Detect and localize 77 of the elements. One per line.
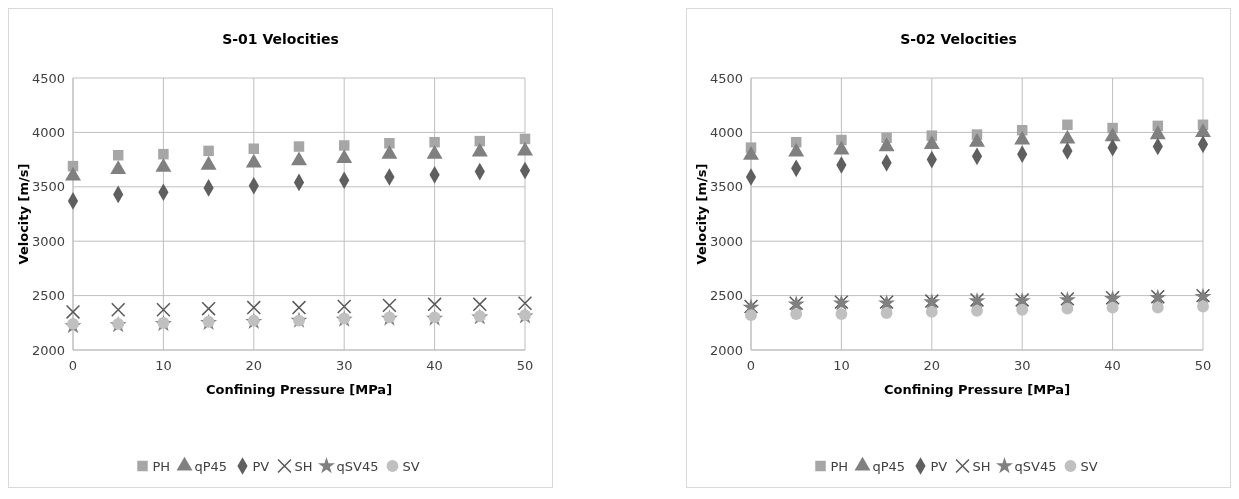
point <box>156 302 171 317</box>
legend-label: qSV45 <box>336 458 379 474</box>
point <box>836 134 847 146</box>
y-tick-label: 3000 <box>709 233 743 249</box>
point <box>293 141 305 152</box>
point <box>1062 119 1073 131</box>
point <box>336 149 353 164</box>
x-axis-title: Confining Pressure [MPa] <box>205 382 393 397</box>
x-tick-label: 30 <box>335 358 353 373</box>
legend-label: SH <box>972 458 991 474</box>
point <box>201 301 216 316</box>
point <box>111 302 126 317</box>
x-tick-label: 20 <box>923 358 941 373</box>
x-tick-label: 10 <box>155 358 172 373</box>
point <box>65 304 81 320</box>
legend-label: qP45 <box>872 458 906 474</box>
legend-label: PH <box>152 458 171 474</box>
point <box>429 136 440 148</box>
point <box>158 148 169 160</box>
x-tick-label: 30 <box>1013 358 1031 373</box>
y-tick-label: 4500 <box>709 70 743 86</box>
y-tick-label: 4500 <box>31 70 65 86</box>
legend-label: qP45 <box>194 458 228 474</box>
y-tick-label: 2000 <box>709 342 743 358</box>
y-axis-title: Velocity [m/s] <box>694 163 709 265</box>
x-axis-title: Confining Pressure [MPa] <box>883 382 1071 397</box>
point <box>517 296 533 311</box>
point <box>1149 125 1166 140</box>
x-tick-label: 10 <box>833 358 850 373</box>
point <box>248 143 260 154</box>
point <box>971 304 983 317</box>
y-tick-label: 2500 <box>31 288 65 304</box>
y-tick-label: 4000 <box>709 124 743 140</box>
y-tick-label: 4000 <box>31 124 65 140</box>
chart-title: S-01 Velocities <box>222 31 339 47</box>
point <box>384 138 395 149</box>
point <box>878 137 895 152</box>
x-tick-label: 40 <box>1104 358 1121 373</box>
legend-label: PV <box>930 458 948 474</box>
y-tick-label: 3000 <box>31 233 65 249</box>
legend-label: SH <box>294 458 313 474</box>
x-tick-label: 0 <box>746 358 756 373</box>
point <box>1016 303 1029 316</box>
point <box>382 298 397 313</box>
y-tick-label: 3500 <box>31 179 65 195</box>
x-tick-label: 0 <box>68 358 78 373</box>
y-tick-label: 3500 <box>709 179 743 195</box>
legend-label: PH <box>830 458 849 474</box>
point <box>427 297 442 312</box>
legend-label: SV <box>402 458 420 474</box>
point <box>1106 301 1119 314</box>
point <box>112 150 124 161</box>
point <box>790 308 803 320</box>
point <box>925 306 938 318</box>
x-tick-label: 50 <box>1194 358 1212 373</box>
point <box>472 297 487 312</box>
legend-label: SV <box>1080 458 1098 474</box>
point <box>880 307 893 319</box>
point <box>246 300 261 315</box>
y-axis-title: Velocity [m/s] <box>16 163 31 265</box>
x-tick-label: 40 <box>426 358 443 373</box>
chart-title: S-02 Velocities <box>900 31 1017 47</box>
point <box>203 145 214 157</box>
point <box>1151 301 1164 314</box>
x-tick-label: 20 <box>245 358 263 373</box>
y-tick-label: 2500 <box>709 288 743 304</box>
point <box>338 140 350 151</box>
point <box>1061 302 1074 315</box>
legend-label: qSV45 <box>1014 458 1057 474</box>
x-tick-label: 50 <box>516 358 534 373</box>
y-tick-label: 2000 <box>31 342 65 358</box>
legend-label: PV <box>252 458 270 474</box>
point <box>1197 300 1209 313</box>
point <box>745 309 757 322</box>
point <box>835 308 848 320</box>
point <box>337 299 352 314</box>
point <box>291 300 307 315</box>
